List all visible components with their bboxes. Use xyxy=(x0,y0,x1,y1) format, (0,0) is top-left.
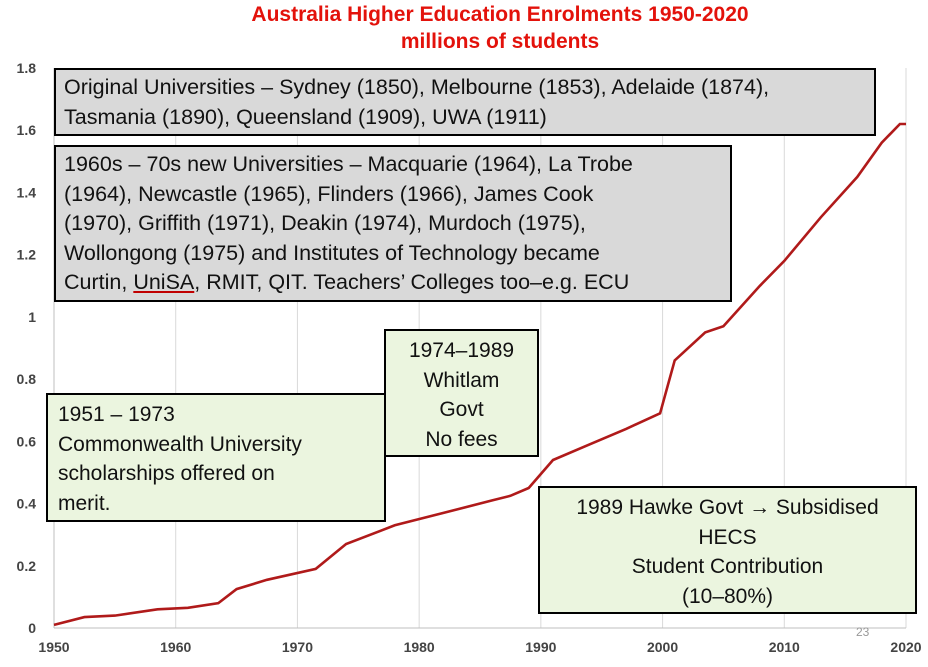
y-tick-label: 0 xyxy=(28,620,36,636)
box-line: 1951 – 1973 xyxy=(58,403,175,426)
y-tick-label: 0.8 xyxy=(17,371,37,387)
y-tick-label: 0.2 xyxy=(17,558,37,574)
y-tick-label: 1.4 xyxy=(17,184,37,200)
box-line: No fees xyxy=(425,427,498,451)
chart-subtitle: millions of students xyxy=(400,30,600,53)
box-line: HECS xyxy=(698,525,757,549)
box-line: Student Contribution xyxy=(631,555,824,578)
whitlam-box: 1974–1989 Whitlam Govt No fees xyxy=(384,329,539,457)
y-tick-label: 1.8 xyxy=(17,60,37,76)
box-line: Tasmania (1890), Queensland (1909), UWA … xyxy=(64,104,547,129)
box-text: Curtin, xyxy=(64,270,134,294)
y-tick-label: 1 xyxy=(28,309,36,325)
x-tick-label: 1990 xyxy=(525,639,556,655)
series-line-enrolments xyxy=(53,122,906,627)
box-line: Wollongong (1975) and Institutes of Tech… xyxy=(64,240,600,265)
box-line: (1970), Griffith (1971), Deakin (1974), … xyxy=(64,211,586,235)
box-text-unisa: UniSA xyxy=(133,270,195,294)
x-tick-label: 2020 xyxy=(890,639,921,655)
box-line: Curtin, UniSA, RMIT, QIT. Teachers’ Coll… xyxy=(64,268,722,298)
y-tick-label: 1.2 xyxy=(17,247,37,263)
box-line: (1964), Newcastle (1965), Flinders (1966… xyxy=(64,181,594,206)
box-line: Govt xyxy=(439,398,484,421)
box-line: 1974–1989 xyxy=(408,339,515,362)
x-tick-label: 1950 xyxy=(38,639,69,655)
hawke-hecs-box: 1989 Hawke Govt → Subsidised HECS Studen… xyxy=(538,486,917,614)
x-tick-labels: 1950 1960 1970 1980 1990 2000 2010 2020 xyxy=(38,639,921,655)
x-tick-label: 1980 xyxy=(404,639,435,655)
chart-title: Australia Higher Education Enrolments 19… xyxy=(251,3,749,26)
y-tick-label: 1.6 xyxy=(17,122,37,138)
box-line: 1989 Hawke Govt → Subsidised xyxy=(576,496,879,519)
box-line: Whitlam xyxy=(423,368,500,392)
new-universities-box: 1960s – 70s new Universities – Macquarie… xyxy=(54,145,732,302)
box-line: (10–80%) xyxy=(681,584,774,608)
box-line: Original Universities – Sydney (1850), M… xyxy=(64,75,770,99)
slide-number: 23 xyxy=(856,625,870,639)
y-tick-label: 0.4 xyxy=(17,496,37,512)
box-line: merit. xyxy=(58,491,111,515)
y-tick-labels: 0 0.2 0.4 0.6 0.8 1 1.2 1.4 1.6 1.8 xyxy=(17,60,37,636)
box-line: 1960s – 70s new Universities – Macquarie… xyxy=(64,152,633,176)
box-text: , RMIT, QIT. Teachers’ Colleges too–e.g.… xyxy=(194,270,630,294)
original-universities-box: Original Universities – Sydney (1850), M… xyxy=(54,68,876,136)
y-tick-label: 0.6 xyxy=(17,433,37,449)
x-tick-label: 2010 xyxy=(769,639,800,655)
commonwealth-scholarships-box: 1951 – 1973 Commonwealth University scho… xyxy=(46,393,386,522)
x-tick-label: 1960 xyxy=(160,639,191,655)
box-line: Commonwealth University xyxy=(58,432,302,456)
x-tick-label: 1970 xyxy=(282,639,313,655)
box-line: scholarships offered on xyxy=(58,462,275,485)
x-tick-label: 2000 xyxy=(647,639,678,655)
